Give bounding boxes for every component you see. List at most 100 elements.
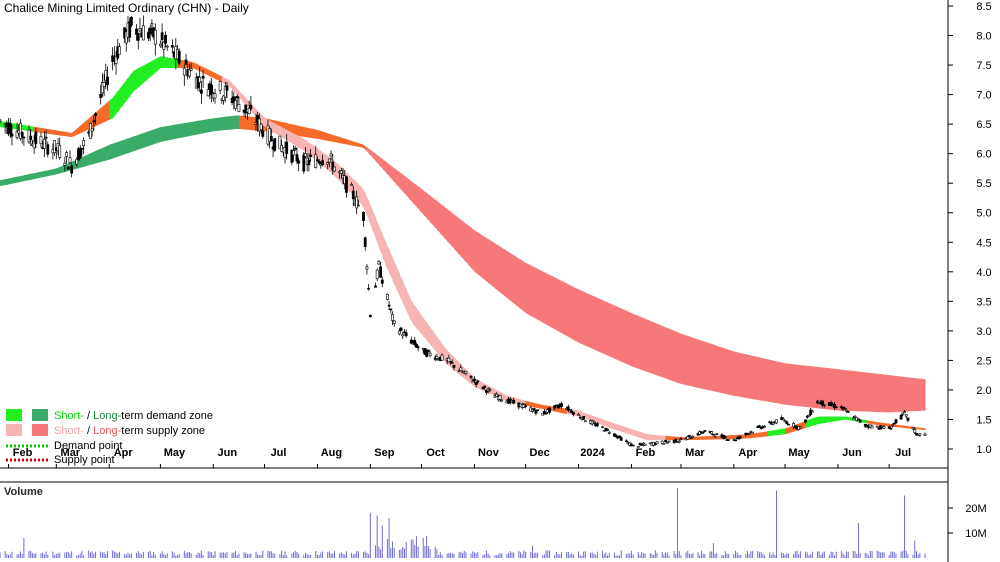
candle-body [483, 385, 487, 388]
short-term-zone-segment [914, 427, 919, 430]
long-term-zone-segment [508, 252, 513, 303]
long-term-zone-segment [832, 368, 837, 411]
short-term-zone-segment [477, 379, 482, 391]
long-term-zone-segment [750, 355, 755, 400]
legend-short-supply-swatch [6, 424, 22, 436]
short-term-zone-segment [71, 130, 76, 138]
long-term-zone-segment [303, 126, 308, 138]
long-term-zone-segment [808, 366, 813, 408]
long-term-zone-segment [696, 338, 701, 389]
candle-body [307, 159, 311, 166]
short-term-zone-segment [85, 118, 90, 131]
candle-body [147, 31, 150, 39]
candle-body [763, 425, 766, 428]
candle-body [399, 327, 403, 331]
long-term-zone-segment [300, 126, 305, 137]
short-term-zone-segment [286, 129, 291, 143]
short-term-zone-segment [228, 79, 233, 90]
candle-body [903, 411, 906, 414]
candle-body [655, 441, 659, 445]
legend-supply-short: Short- [54, 425, 84, 437]
long-term-zone-segment [846, 370, 851, 412]
candle-body [387, 304, 391, 307]
short-term-zone-segment [194, 62, 199, 71]
long-term-zone-segment [112, 142, 117, 159]
short-term-zone-segment [846, 416, 851, 421]
candle-body [177, 50, 181, 64]
short-term-zone-segment [812, 417, 817, 426]
x-tick-label: Feb [13, 447, 33, 459]
long-term-zone-segment [822, 367, 827, 410]
candle-body [882, 426, 886, 429]
candle-body [534, 411, 538, 414]
candle-body [688, 435, 691, 437]
x-tick-label: Jul [895, 447, 911, 459]
candle-body [792, 423, 795, 427]
volume-tick-label: 20M [965, 503, 986, 515]
long-term-zone-segment [532, 266, 537, 319]
short-term-zone-segment [378, 225, 383, 257]
y-tick-label: 1.5 [976, 414, 991, 426]
candle-body [923, 433, 927, 436]
short-term-zone-segment [180, 59, 185, 69]
legend-demand-long: Long- [93, 410, 121, 422]
chart-title: Chalice Mining Limited Ordinary (CHN) - … [4, 1, 249, 15]
short-term-zone-segment [593, 416, 598, 424]
candle-body [63, 162, 67, 166]
short-term-zone-segment [904, 425, 909, 429]
short-term-zone-segment [771, 430, 776, 436]
long-term-zone-segment [542, 271, 547, 325]
long-term-zone-segment [153, 128, 158, 145]
long-term-zone-segment [511, 254, 517, 305]
long-term-zone-segment [839, 369, 844, 411]
short-term-zone-segment [116, 88, 121, 114]
short-term-zone-segment [501, 393, 506, 401]
short-term-zone-segment [706, 436, 711, 440]
long-term-zone-segment [901, 376, 906, 412]
candle-body [362, 211, 365, 221]
long-term-zone-segment [494, 243, 499, 292]
short-term-zone-segment [389, 250, 394, 281]
candle-body [805, 415, 809, 418]
candle-body [136, 32, 140, 41]
candle-body [568, 409, 572, 412]
short-term-zone-segment [897, 424, 902, 428]
long-term-zone-segment [682, 334, 687, 386]
candle-body [833, 403, 836, 408]
long-term-zone-segment [105, 144, 110, 161]
candle-body [198, 77, 202, 83]
candle-body [606, 429, 609, 431]
candle-body [162, 41, 166, 50]
short-term-zone-segment [419, 313, 424, 337]
y-tick-label: 2.5 [976, 355, 991, 367]
candle-body [780, 417, 784, 420]
short-term-zone-segment [617, 424, 622, 432]
long-term-zone-segment [320, 131, 325, 141]
short-term-zone-segment [873, 421, 878, 426]
volume-label: Volume [4, 486, 43, 498]
short-term-zone-segment [785, 427, 790, 435]
candle-body [379, 266, 382, 278]
short-term-zone-segment [30, 126, 35, 132]
candle-body [918, 433, 922, 436]
short-term-zone-segment [122, 79, 127, 105]
candle-body [662, 443, 666, 445]
long-term-zone-segment [201, 119, 206, 134]
long-term-zone-segment [307, 127, 312, 138]
long-term-zone-segment [194, 120, 199, 135]
long-term-zone-segment [423, 190, 428, 219]
candle-body [65, 152, 68, 157]
long-term-zone-segment [849, 370, 854, 412]
long-term-zone-segment [600, 299, 605, 355]
candle-body [118, 46, 121, 55]
long-term-zone-segment [689, 336, 694, 387]
candle-body [471, 380, 475, 383]
short-term-zone-segment [163, 56, 168, 69]
short-term-zone-segment [221, 76, 226, 85]
candle-body [389, 308, 393, 311]
short-term-zone-segment [467, 371, 472, 385]
short-term-zone-segment [157, 56, 162, 71]
long-term-zone-segment [593, 296, 598, 352]
